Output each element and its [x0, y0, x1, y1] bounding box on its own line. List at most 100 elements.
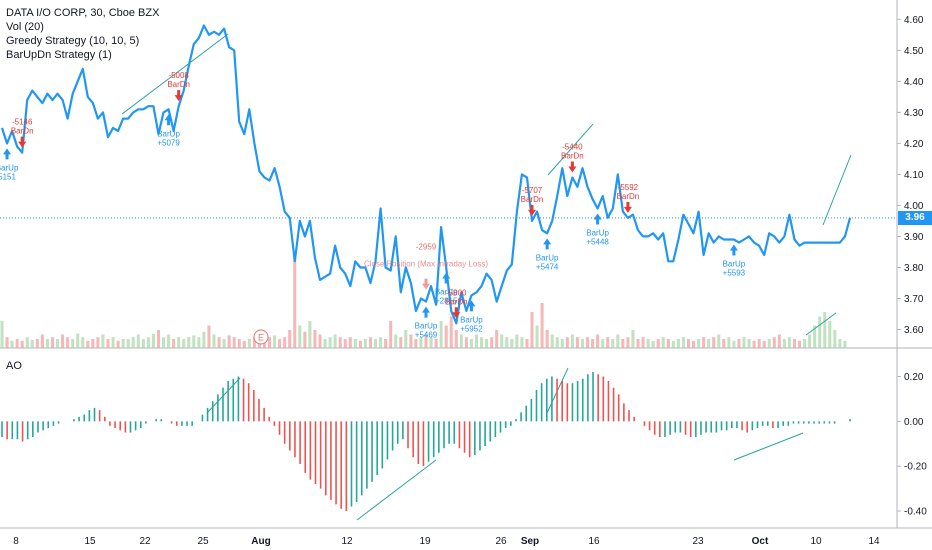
volume-bar: [444, 325, 448, 348]
volume-bar: [50, 337, 54, 348]
buy-signal-label: BarUp: [435, 287, 458, 296]
last-price-tag: 3.96: [898, 211, 932, 225]
volume-bar: [172, 339, 176, 348]
sell-arrow: [528, 204, 536, 216]
volume-bar: [838, 339, 842, 348]
volume-bar: [374, 339, 378, 348]
volume-bar: [757, 339, 761, 348]
volume-bar: [550, 334, 554, 348]
volume-bar: [570, 334, 574, 348]
volume-bar: [252, 337, 256, 348]
volume-bar: [71, 339, 75, 348]
sell-signal-amount: -5146: [12, 118, 33, 127]
volume-bar: [278, 339, 282, 348]
sell-arrow: [623, 201, 632, 213]
volume-bar: [379, 337, 383, 348]
volume-bar: [313, 330, 317, 348]
sell-signal-amount: -5008: [168, 71, 189, 80]
volume-bar: [792, 339, 796, 348]
volume-bar: [389, 321, 393, 348]
volume-bar: [237, 339, 241, 348]
price-tick-label: 3.90: [904, 232, 924, 243]
volume-bar: [323, 339, 327, 348]
volume-bar: [621, 339, 625, 348]
volume-bar: [747, 339, 751, 348]
volume-bar: [575, 337, 579, 348]
volume-bar: [798, 340, 802, 348]
volume-bar: [121, 339, 125, 348]
volume-bar: [131, 337, 135, 348]
volume-bar: [631, 330, 635, 348]
ao-tick-label: 0.00: [904, 417, 924, 428]
time-tick-label: 16: [588, 536, 600, 547]
ao-tick-label: 0.20: [904, 372, 924, 383]
legend-greedy-strategy[interactable]: Greedy Strategy (10, 10, 5): [6, 35, 140, 47]
legend-barupdn-strategy[interactable]: BarUpDn Strategy (1): [6, 49, 112, 61]
volume-bar: [449, 316, 453, 348]
volume-bar: [596, 334, 600, 348]
volume-bar: [717, 334, 721, 348]
sell-arrow: [568, 161, 577, 173]
volume-bar: [722, 339, 726, 348]
buy-signal-label: BarUp: [0, 163, 19, 172]
buy-signal-label: BarUp: [536, 253, 559, 262]
earnings-marker: [253, 329, 269, 345]
volume-bar: [40, 334, 44, 348]
buy-signal-amount: +5079: [157, 138, 180, 147]
volume-bar: [76, 333, 80, 348]
volume-bar: [45, 339, 49, 348]
price-tick-label: 4.40: [904, 77, 924, 88]
close-signal-label: Close Position (Max Intraday Loss): [364, 260, 488, 269]
volume-bar: [616, 334, 620, 348]
volume-bar: [697, 339, 701, 348]
volume-bar: [611, 339, 615, 348]
volume-bar: [646, 339, 650, 348]
buy-signal-label: BarUp: [586, 229, 609, 238]
buy-signal-label: BarUp: [415, 322, 438, 331]
buy-signal-amount: +5952: [460, 324, 483, 333]
sell-signal-label: BarDn: [445, 297, 468, 306]
volume-bar: [505, 337, 509, 348]
volume-bar: [525, 339, 529, 348]
volume-bar: [96, 337, 100, 348]
buy-signal-label: BarUp: [460, 315, 483, 324]
volume-bar: [192, 335, 196, 348]
time-tick-label: 26: [495, 536, 507, 547]
volume-bar: [606, 337, 610, 348]
time-tick-label: 12: [341, 536, 353, 547]
volume-bar: [0, 321, 4, 348]
price-tick-label: 3.70: [904, 294, 924, 305]
volume-bar: [227, 335, 231, 348]
volume-bar: [212, 334, 216, 348]
volume-bar: [424, 334, 428, 348]
volume-bar: [30, 339, 34, 348]
volume-bar: [651, 340, 655, 348]
buy-signal-amount: 5151: [0, 172, 16, 181]
sell-arrow: [18, 136, 27, 148]
trend-line: [121, 33, 229, 115]
volume-bar: [162, 337, 166, 348]
volume-bar: [126, 339, 130, 348]
volume-bar: [111, 337, 115, 348]
time-tick-label: 22: [139, 536, 151, 547]
legend-volume[interactable]: Vol (20): [6, 21, 44, 33]
volume-bar: [459, 334, 463, 348]
time-tick-label: 10: [810, 536, 822, 547]
legend-symbol[interactable]: DATA I/O CORP, 30, Cboe BZX: [6, 7, 160, 19]
volume-bar: [530, 312, 534, 348]
volume-bar: [394, 334, 398, 348]
volume-bar: [555, 337, 559, 348]
volume-bar: [803, 339, 807, 348]
volume-bar: [343, 339, 347, 348]
volume-bar: [480, 337, 484, 348]
volume-bar: [702, 337, 706, 348]
sell-signal-label: BarDn: [617, 192, 640, 201]
volume-bar: [485, 339, 489, 348]
volume-bar: [772, 337, 776, 348]
volume-bar: [752, 340, 756, 348]
sell-signal-label: BarDn: [521, 195, 544, 204]
price-tick-label: 4.00: [904, 201, 924, 212]
ao-panel-label[interactable]: AO: [6, 360, 22, 372]
volume-bar: [681, 337, 685, 348]
